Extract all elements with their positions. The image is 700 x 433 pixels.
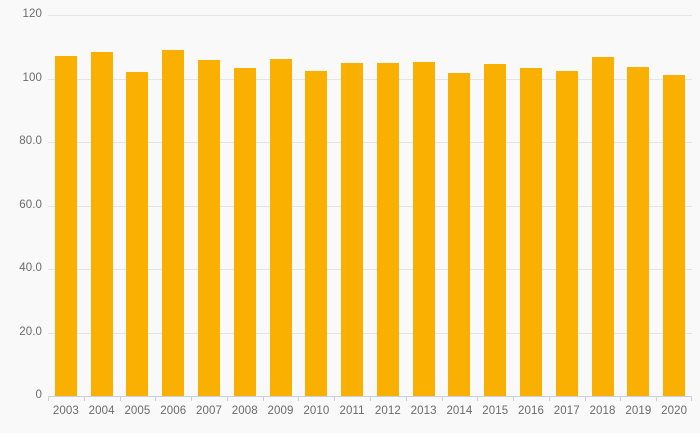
bar[interactable] <box>305 70 328 396</box>
x-axis-tick-label: 2007 <box>196 405 222 417</box>
gridline <box>48 15 692 16</box>
x-axis-tick-label: 2009 <box>267 405 294 417</box>
x-axis-tick-mark <box>656 396 658 401</box>
x-axis-tick-mark <box>226 396 228 401</box>
x-axis-tick-mark <box>477 396 479 401</box>
y-axis-tick-label: 60.0 <box>19 198 42 211</box>
bar[interactable] <box>663 74 686 396</box>
x-axis-tick-mark <box>191 396 193 401</box>
gridline <box>48 78 692 80</box>
gridlines <box>48 15 692 401</box>
x-axis-tick-mark <box>155 396 157 401</box>
x-axis-tick-label: 2014 <box>446 405 473 417</box>
x-axis-tick-label: 2015 <box>482 405 509 417</box>
x-axis-tick-label: 2005 <box>124 405 151 417</box>
bar[interactable] <box>591 57 614 396</box>
x-axis-tick-mark <box>262 396 264 401</box>
y-axis-tick-label: 40.0 <box>19 262 42 274</box>
x-axis-tick-label: 2012 <box>374 405 401 417</box>
y-axis-tick-label: 0 <box>35 389 42 401</box>
x-axis-tick-label: 2003 <box>52 405 79 417</box>
x-axis-tick-mark <box>370 396 371 401</box>
x-axis-tick-mark <box>691 396 692 401</box>
gridline <box>48 205 692 207</box>
x-axis-tick-mark <box>513 396 515 401</box>
x-axis-tick-mark <box>48 396 49 401</box>
bar[interactable] <box>448 72 471 396</box>
x-axis-tick-label: 2017 <box>553 405 580 417</box>
bar[interactable] <box>627 67 650 396</box>
x-axis-tick-label: 2010 <box>303 405 330 417</box>
x-axis-tick-mark <box>298 396 300 401</box>
bar[interactable] <box>376 62 399 396</box>
bar[interactable] <box>412 62 435 396</box>
x-axis-tick-label: 2008 <box>231 405 258 417</box>
y-axis-tick-label: 120 <box>22 8 42 20</box>
bar-series <box>48 15 692 396</box>
x-axis-tick-label: 2016 <box>518 405 544 417</box>
y-axis-tick-label: 20.0 <box>19 325 42 338</box>
x-axis-tick-mark <box>334 396 336 401</box>
x-axis-tick-mark <box>405 396 407 401</box>
x-axis-tick-label: 2011 <box>339 405 365 417</box>
x-axis-tick-label: 2020 <box>661 405 688 417</box>
bar[interactable] <box>341 62 364 396</box>
bar[interactable] <box>233 68 256 396</box>
x-axis-tick-label: 2004 <box>88 405 115 417</box>
x-axis-tick-label: 2013 <box>410 405 437 417</box>
y-axis-tick-labels: 0 20.0 40.0 60.0 80.0 100 120 <box>0 0 42 433</box>
x-axis-tick-label: 2019 <box>625 405 652 417</box>
gridline <box>48 332 692 334</box>
x-axis-tick-mark <box>620 396 622 401</box>
bar[interactable] <box>198 60 220 396</box>
x-axis-tick-mark <box>119 396 121 401</box>
bar[interactable] <box>555 70 578 396</box>
gridline <box>48 142 692 143</box>
bar[interactable] <box>484 64 507 396</box>
x-axis-tick-mark <box>441 396 443 401</box>
plot-area <box>48 15 692 401</box>
y-axis-tick-label: 100 <box>22 71 42 84</box>
x-axis-tick-mark <box>584 396 586 401</box>
bar[interactable] <box>269 58 292 396</box>
bar[interactable] <box>520 68 542 396</box>
x-axis-tick-mark <box>83 396 85 401</box>
bar[interactable] <box>126 71 149 396</box>
x-axis-tick-labels: 2003 2004 2005 2006 2007 2008 2009 2010 2011 2012… <box>48 400 692 420</box>
y-axis-tick-label: 80.0 <box>19 135 42 147</box>
bar[interactable] <box>90 52 113 396</box>
x-axis-tick-label: 2018 <box>589 405 616 417</box>
x-axis-tick-label: 2006 <box>160 405 187 417</box>
bar[interactable] <box>54 56 77 396</box>
x-axis-tick-mark <box>548 396 550 401</box>
gridline <box>48 269 692 270</box>
bar[interactable] <box>162 49 185 396</box>
